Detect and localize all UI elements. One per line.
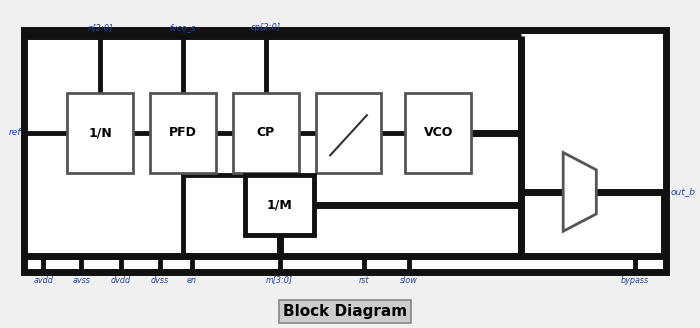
Text: 1/M: 1/M: [267, 198, 293, 212]
Text: Block Diagram: Block Diagram: [283, 304, 407, 319]
Text: dvdd: dvdd: [111, 276, 131, 284]
Text: 1/N: 1/N: [88, 126, 112, 139]
Bar: [67, 92, 133, 173]
Bar: [316, 92, 382, 173]
Polygon shape: [564, 153, 596, 231]
Text: out_b: out_b: [671, 187, 696, 196]
Text: bypass: bypass: [621, 276, 649, 284]
Text: PFD: PFD: [169, 126, 197, 139]
Bar: [25, 30, 666, 272]
Bar: [405, 92, 471, 173]
Text: avdd: avdd: [34, 276, 53, 284]
Text: VCO: VCO: [424, 126, 453, 139]
Text: fvco_s: fvco_s: [169, 23, 196, 32]
Bar: [150, 92, 216, 173]
Bar: [233, 92, 298, 173]
Text: ref: ref: [8, 128, 21, 137]
Text: cp[2:0]: cp[2:0]: [251, 23, 281, 32]
Text: avss: avss: [73, 276, 90, 284]
Text: slow: slow: [400, 276, 417, 284]
Text: en: en: [187, 276, 197, 284]
Text: n[2:0]: n[2:0]: [88, 23, 113, 32]
Text: rst: rst: [359, 276, 370, 284]
Text: CP: CP: [257, 126, 275, 139]
Text: dvss: dvss: [151, 276, 169, 284]
Bar: [245, 174, 314, 236]
Text: m[3:0]: m[3:0]: [266, 276, 293, 284]
